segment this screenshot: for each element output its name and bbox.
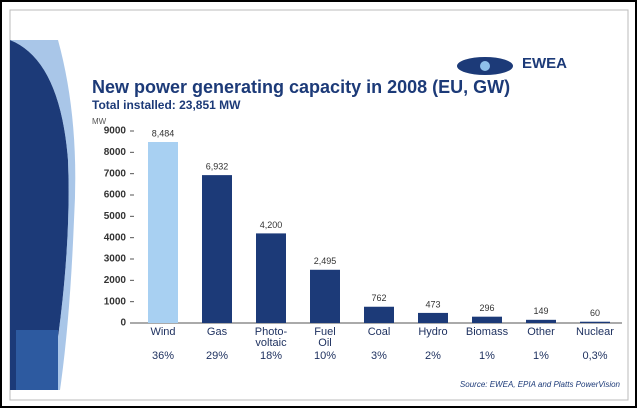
value-label: 296 <box>479 303 494 313</box>
y-axis-label: MW <box>92 117 107 126</box>
x-tick-label: Photo- voltaic <box>254 326 288 349</box>
x-tick-label: Hydro <box>418 326 448 338</box>
logo-iris <box>480 61 490 71</box>
y-tick-label: 5000 <box>104 211 127 222</box>
value-label: 762 <box>371 293 386 303</box>
share-label: 0,3% <box>582 350 608 362</box>
y-tick-label: 8000 <box>104 147 127 158</box>
y-tick-label: 3000 <box>104 254 127 265</box>
share-label: 10% <box>313 350 337 362</box>
share-label: 1% <box>479 350 495 362</box>
bar <box>472 316 502 323</box>
bar <box>310 269 340 323</box>
share-label: 18% <box>259 350 283 362</box>
value-label: 8,484 <box>152 128 175 138</box>
x-tick-label: Fuel Oil <box>314 326 336 349</box>
chart-subtitle: Total installed: 23,851 MW <box>92 98 241 112</box>
slide-border <box>9 9 629 401</box>
logo-text: EWEA <box>522 55 567 72</box>
y-tick-label: 1000 <box>104 296 127 307</box>
value-label: 2,495 <box>314 256 337 266</box>
side-logo <box>16 330 58 390</box>
value-label: 60 <box>590 308 600 318</box>
share-label: 1% <box>533 350 549 362</box>
value-label: 6,932 <box>206 161 229 171</box>
y-tick-label: 0 <box>120 318 126 329</box>
x-tick-label: Other <box>527 326 555 338</box>
bar <box>418 312 448 323</box>
bar <box>364 306 394 323</box>
bar <box>526 319 556 323</box>
bar <box>580 321 610 323</box>
y-tick-label: 4000 <box>104 232 127 243</box>
bar <box>148 142 178 323</box>
share-label: 36% <box>151 350 175 362</box>
y-tick-label: 6000 <box>104 190 127 201</box>
value-label: 473 <box>425 299 440 309</box>
value-label: 4,200 <box>260 220 283 230</box>
side-band <box>10 40 69 390</box>
x-tick-label: Biomass <box>465 326 509 338</box>
share-label: 29% <box>205 350 229 362</box>
bar <box>256 233 286 323</box>
value-label: 149 <box>533 306 548 316</box>
x-tick-label: Nuclear <box>576 326 614 338</box>
bar <box>202 175 232 323</box>
source: Source: EWEA, EPIA and Platts PowerVisio… <box>460 380 621 389</box>
share-label: 3% <box>371 350 387 362</box>
y-tick-label: 7000 <box>104 168 127 179</box>
x-tick-label: Coal <box>367 326 391 338</box>
chart-title: New power generating capacity in 2008 (E… <box>92 77 510 97</box>
y-tick-label: 9000 <box>104 126 127 137</box>
share-label: 2% <box>425 350 441 362</box>
y-tick-label: 2000 <box>104 275 127 286</box>
x-tick-label: Wind <box>150 326 176 338</box>
x-tick-label: Gas <box>206 326 228 338</box>
